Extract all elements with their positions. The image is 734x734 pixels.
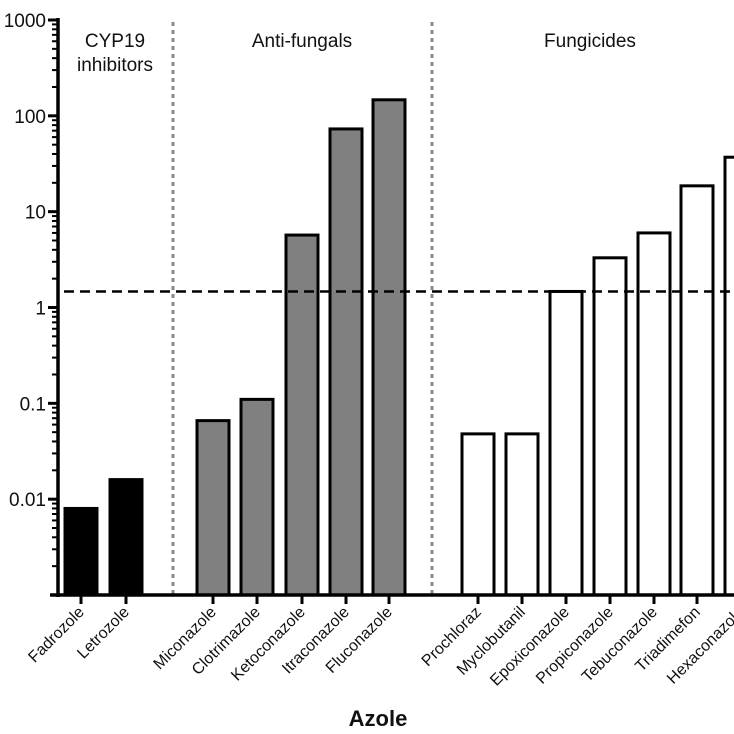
x-axis-title: Azole [349,706,408,731]
group-label-fungicides: Fungicides [544,31,636,52]
bar-letrozole [108,478,144,597]
bar-miconazole [195,419,231,597]
group-label-cyp19-inhibitors: inhibitors [77,55,153,76]
y-tick-label: 0.1 [20,394,46,415]
bar-hexaconazole [723,155,734,597]
bar-ketoconazole [284,233,320,597]
bar-tebuconazole [636,231,672,597]
bar-prochloraz [460,432,496,597]
y-tick-label: 1 [35,299,46,320]
y-tick-label: 100 [14,107,46,128]
bar-fluconazole [371,98,407,597]
bar-epoxiconazole [548,289,584,597]
bar-clotrimazole [239,397,275,597]
x-tick-label-propiconazole: Propiconazole [533,604,617,688]
y-tick-label: 1000 [4,11,46,32]
bars [63,98,734,597]
bar-propiconazole [592,256,628,597]
y-axis: 1000 100 10 1 0.1 0.01 [4,11,60,597]
y-tick-label: 0.01 [9,490,46,511]
bar-itraconazole [328,127,364,597]
bar-triadimefon [679,184,715,597]
x-tick-label-epoxiconazole: Epoxiconazole [487,604,573,690]
y-tick-label: 10 [25,203,46,224]
bar-fadrozole [63,506,99,597]
x-tick-label-fadrozole: Fadrozole [25,604,87,666]
group-labels: CYP19 inhibitors Anti-fungals Fungicides [77,31,636,76]
group-label-cyp19-inhibitors: CYP19 [85,31,145,52]
bar-myclobutanil [504,432,540,597]
group-label-anti-fungals: Anti-fungals [252,31,352,52]
